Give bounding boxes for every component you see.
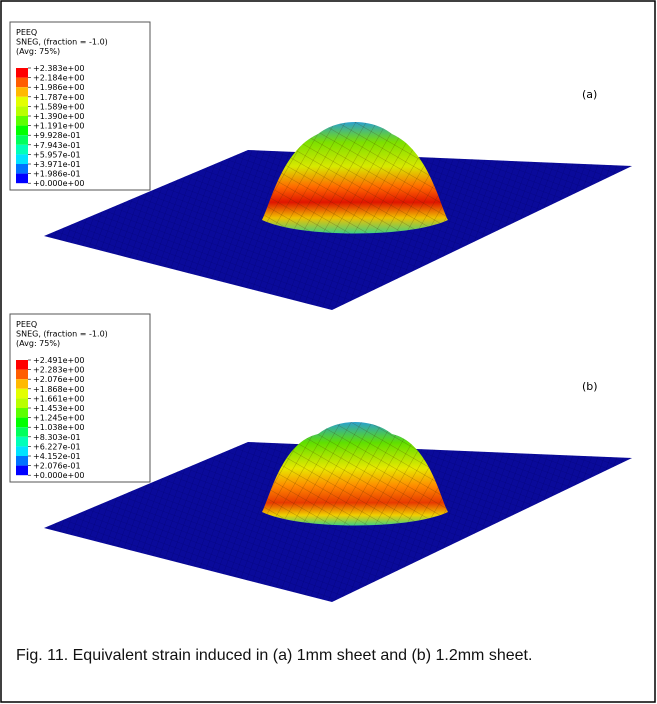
legend-label: +1.986e+00 [33, 83, 84, 92]
legend-title: (Avg: 75%) [16, 339, 60, 348]
legend-swatch [16, 360, 28, 370]
legend-label: +0.000e+00 [33, 179, 84, 188]
legend-swatch [16, 369, 28, 380]
legend-swatch [16, 144, 28, 155]
legend-label: +1.191e+00 [33, 122, 84, 131]
legend-label: +9.928e-01 [33, 131, 81, 140]
legend-swatch [16, 398, 28, 408]
panel-label: (b) [582, 380, 598, 393]
legend-swatch [16, 446, 28, 456]
caption: Fig. 11. Equivalent strain induced in (a… [16, 647, 533, 664]
legend-label: +2.283e+00 [33, 366, 84, 375]
legend-swatch [16, 125, 28, 136]
legend-swatch [16, 154, 28, 164]
legend-swatch [16, 379, 28, 389]
legend-swatch [16, 427, 28, 437]
dome-mesh [262, 122, 448, 234]
legend-title: PEEQ [16, 28, 37, 37]
legend-swatch [16, 87, 28, 97]
legend-swatch [16, 417, 28, 428]
legend-label: +4.152e-01 [33, 452, 81, 461]
legend-title: SNEG, (fraction = -1.0) [16, 38, 108, 47]
legend-label: +7.943e-01 [33, 141, 81, 150]
legend-swatch [16, 456, 28, 466]
legend-box [9, 313, 151, 483]
legend-title: PEEQ [16, 320, 37, 329]
legend-label: +5.957e-01 [33, 150, 81, 159]
legend-label: +0.000e+00 [33, 471, 84, 480]
legend-title: SNEG, (fraction = -1.0) [16, 330, 108, 339]
legend-label: +1.868e+00 [33, 385, 84, 394]
legend-swatch [16, 173, 28, 184]
legend-label: +1.589e+00 [33, 102, 84, 111]
legend-label: +2.184e+00 [33, 74, 84, 83]
legend-label: +1.986e-01 [33, 170, 81, 179]
legend-swatch [16, 77, 28, 88]
legend-label: +3.971e-01 [33, 160, 81, 169]
legend-swatch [16, 408, 28, 418]
legend-swatch [16, 135, 28, 145]
legend-label: +1.390e+00 [33, 112, 84, 121]
panel-label: (a) [582, 88, 597, 101]
legend-swatch [16, 388, 28, 399]
legend-label: +8.303e-01 [33, 433, 81, 442]
legend-swatch [16, 68, 28, 78]
legend-swatch [16, 116, 28, 126]
legend-label: +2.076e-01 [33, 462, 81, 471]
legend-label: +1.038e+00 [33, 423, 84, 432]
legend-swatch [16, 436, 28, 447]
legend-swatch [16, 96, 28, 107]
legend-label: +6.227e-01 [33, 442, 81, 451]
legend-label: +1.661e+00 [33, 394, 84, 403]
legend-swatch [16, 465, 28, 476]
legend-label: +2.383e+00 [33, 64, 84, 73]
legend-swatch [16, 106, 28, 116]
legend-label: +2.491e+00 [33, 356, 84, 365]
dome-mesh [262, 422, 448, 526]
legend-label: +1.453e+00 [33, 404, 84, 413]
legend-label: +1.245e+00 [33, 414, 84, 423]
legend-label: +2.076e+00 [33, 375, 84, 384]
legend-box [9, 21, 151, 191]
legend-swatch [16, 164, 28, 174]
legend-title: (Avg: 75%) [16, 47, 60, 56]
legend-label: +1.787e+00 [33, 93, 84, 102]
